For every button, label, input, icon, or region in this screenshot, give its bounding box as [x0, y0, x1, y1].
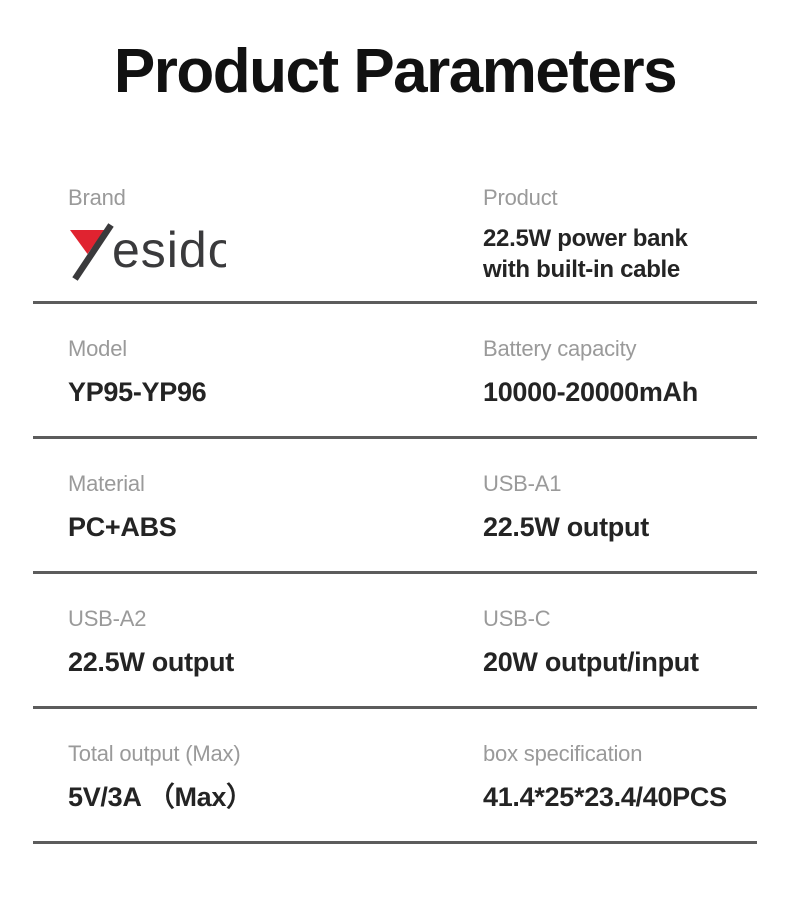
param-label: Product [483, 185, 558, 211]
param-label: Model [68, 336, 127, 362]
yesido-logo: esido [68, 221, 483, 282]
param-cell-model: Model YP95-YP96 [68, 336, 483, 408]
param-cell-product: Product 22.5W power bank with built-in c… [483, 185, 757, 285]
param-label: Total output (Max) [68, 741, 241, 767]
param-cell-usb-a1: USB-A1 22.5W output [483, 471, 757, 543]
table-row: Model YP95-YP96 Battery capacity 10000-2… [33, 304, 757, 436]
param-cell-brand: Brand esido [68, 185, 483, 285]
param-label: box specification [483, 741, 643, 767]
param-value: PC+ABS [68, 512, 177, 543]
yesido-logo-triangle-icon [70, 230, 105, 255]
row-divider [33, 841, 757, 845]
param-value: YP95-YP96 [68, 377, 207, 408]
param-value: 22.5W output [483, 512, 649, 543]
param-value: 22.5W power bank with built-in cable [483, 225, 688, 284]
yesido-logo-graphic: esido [70, 222, 226, 282]
table-row: USB-A2 22.5W output USB-C 20W output/inp… [33, 574, 757, 706]
param-cell-usb-a2: USB-A2 22.5W output [68, 606, 483, 678]
table-row: Brand esido Product 22.5W power bank wit… [33, 159, 757, 301]
param-value: 10000-20000mAh [483, 377, 698, 408]
param-value: 41.4*25*23.4/40PCS [483, 782, 727, 813]
param-label: USB-A1 [483, 471, 562, 497]
param-cell-usb-c: USB-C 20W output/input [483, 606, 757, 678]
table-row: Total output (Max) 5V/3A （Max） box speci… [33, 709, 757, 841]
row-divider [33, 571, 757, 575]
parameters-table: Brand esido Product 22.5W power bank wit… [33, 159, 757, 845]
param-cell-material: Material PC+ABS [68, 471, 483, 543]
row-divider [33, 436, 757, 440]
param-label: Battery capacity [483, 336, 637, 362]
param-label: Material [68, 471, 145, 497]
param-cell-total-output: Total output (Max) 5V/3A （Max） [68, 741, 483, 813]
page-title: Product Parameters [113, 37, 678, 106]
param-label: USB-A2 [68, 606, 147, 632]
yesido-logo-slash-icon [72, 223, 114, 282]
param-value: 22.5W output [68, 647, 234, 678]
param-cell-box-specification: box specification 41.4*25*23.4/40PCS [483, 741, 757, 813]
param-cell-battery-capacity: Battery capacity 10000-20000mAh [483, 336, 757, 408]
row-divider [33, 301, 757, 305]
row-divider [33, 706, 757, 710]
param-value: 20W output/input [483, 647, 699, 678]
param-label: USB-C [483, 606, 551, 632]
param-label: Brand [68, 185, 126, 211]
yesido-logo-text: esido [112, 222, 226, 278]
param-value: 5V/3A （Max） [68, 782, 253, 813]
table-row: Material PC+ABS USB-A1 22.5W output [33, 439, 757, 571]
